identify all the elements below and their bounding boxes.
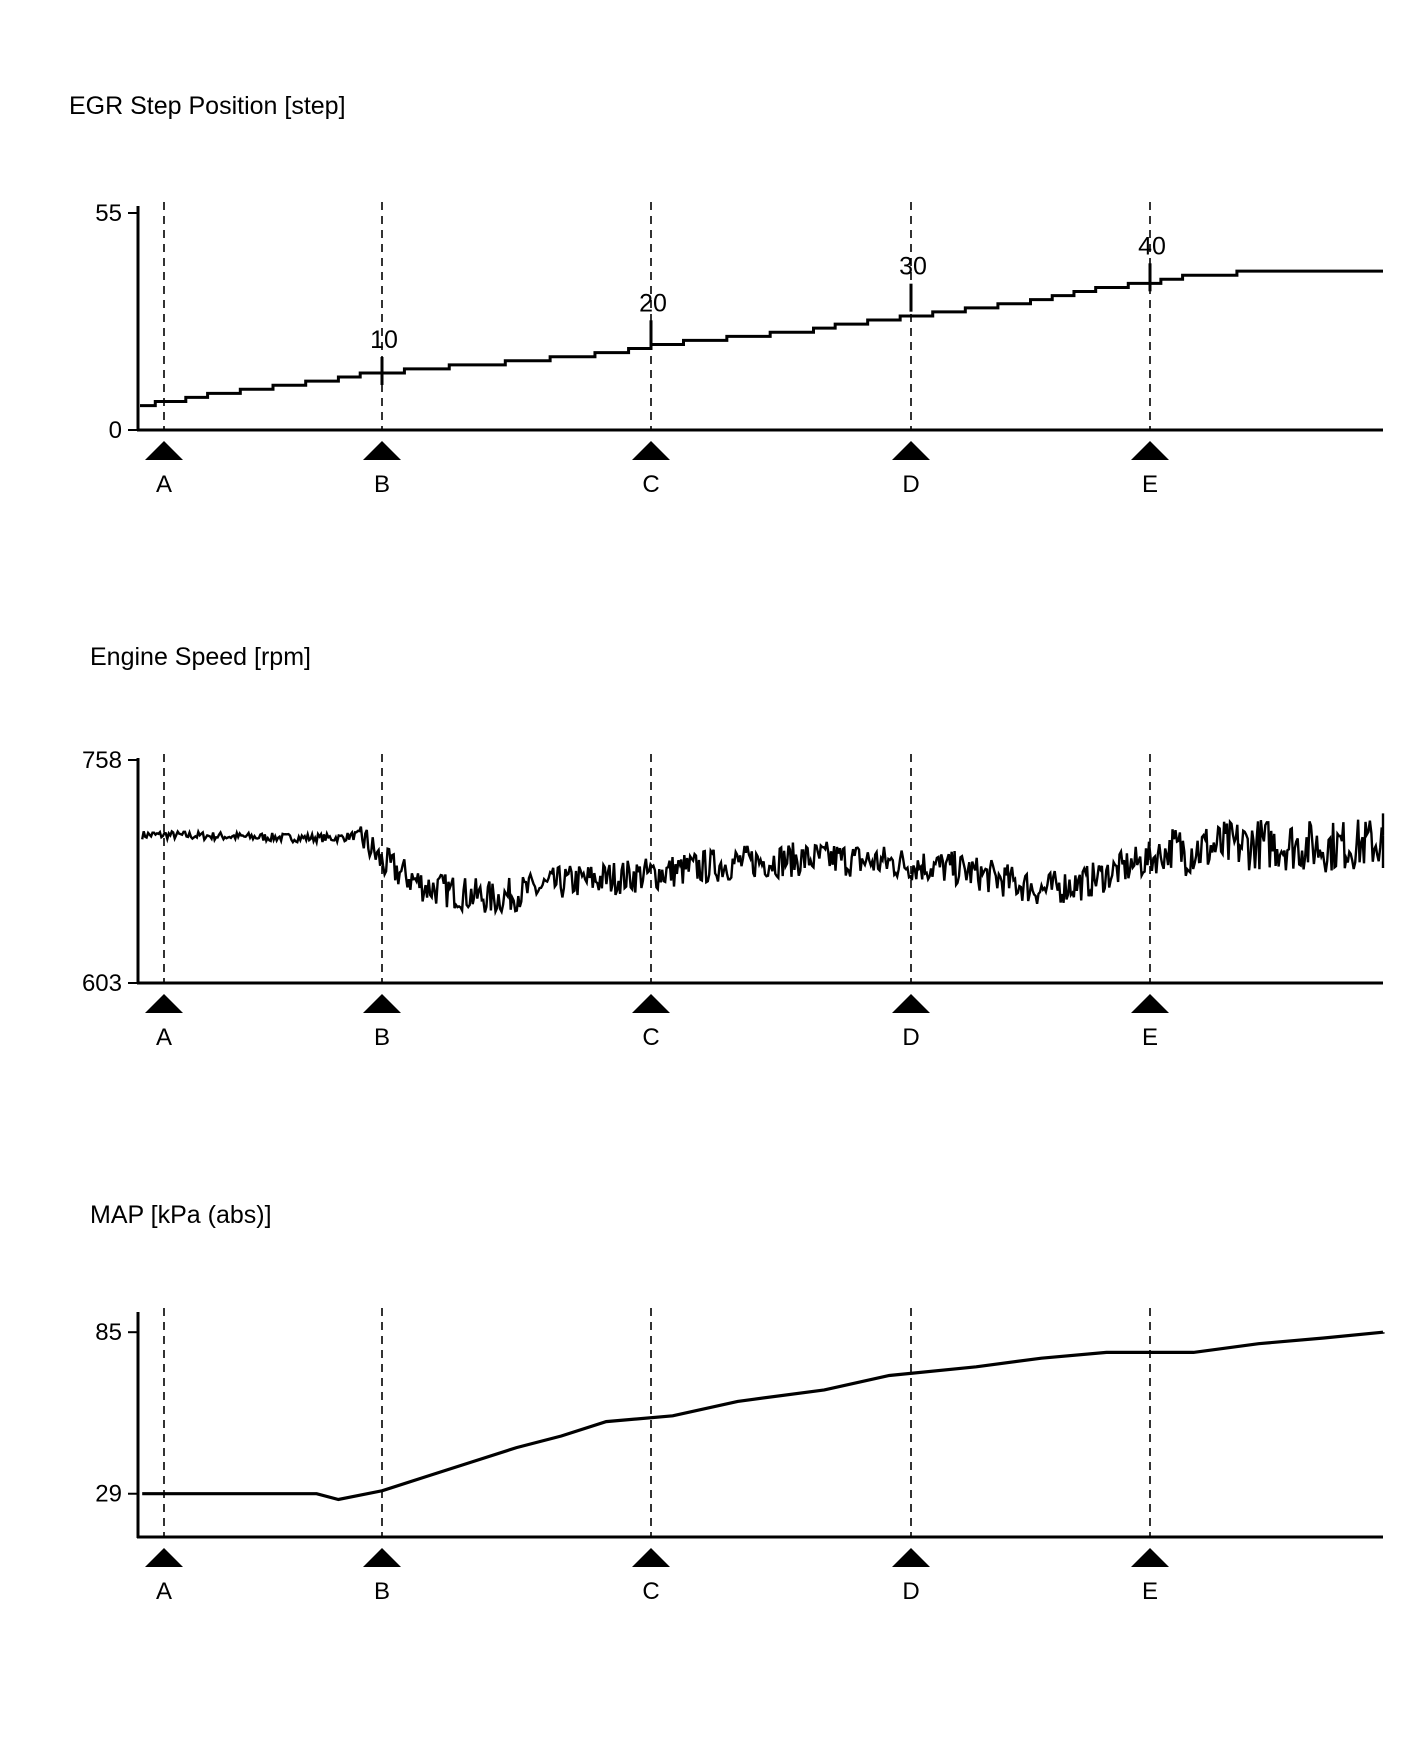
egr-step-line [140, 269, 1383, 408]
point-label-10: 10 [370, 326, 398, 354]
y-tick-label: 29 [95, 1481, 122, 1508]
marker-triangle-a [145, 441, 183, 460]
panel-title-map: MAP [kPa (abs)] [90, 1201, 272, 1229]
marker-triangle-d [892, 441, 930, 460]
marker-triangle-a [145, 1548, 183, 1567]
point-label-30: 30 [899, 253, 927, 281]
marker-triangle-c [632, 441, 670, 460]
marker-label-c: C [642, 1578, 659, 1605]
marker-triangle-a [145, 994, 183, 1013]
marker-triangle-e [1131, 1548, 1169, 1567]
marker-triangle-b [363, 441, 401, 460]
y-tick-label: 0 [109, 417, 122, 444]
marker-triangle-d [892, 994, 930, 1013]
y-tick-label: 55 [95, 200, 122, 227]
y-tick-label: 758 [82, 747, 122, 774]
marker-triangle-e [1131, 994, 1169, 1013]
marker-label-a: A [156, 1024, 172, 1051]
y-tick-label: 85 [95, 1319, 122, 1346]
marker-triangle-d [892, 1548, 930, 1567]
marker-triangle-c [632, 994, 670, 1013]
map-panel: MAP [kPa (abs)] 85 29 A B C D E [90, 1201, 1385, 1605]
point-label-40: 40 [1138, 232, 1166, 260]
marker-label-b: B [374, 1024, 390, 1051]
panel-title-egr: EGR Step Position [step] [69, 92, 346, 120]
point-label-20: 20 [639, 289, 667, 317]
marker-label-e: E [1142, 471, 1158, 498]
marker-label-a: A [156, 1578, 172, 1605]
marker-triangle-b [363, 1548, 401, 1567]
marker-triangle-b [363, 994, 401, 1013]
y-tick-label: 603 [82, 970, 122, 997]
marker-triangle-c [632, 1548, 670, 1567]
marker-label-b: B [374, 471, 390, 498]
marker-label-d: D [902, 1024, 919, 1051]
map-line [142, 1330, 1385, 1502]
egr-step-panel: EGR Step Position [step] 55 0 A B C D E 10 20 30 4… [69, 92, 1383, 498]
marker-label-c: C [642, 1024, 659, 1051]
marker-label-d: D [902, 1578, 919, 1605]
marker-triangle-e [1131, 441, 1169, 460]
marker-label-d: D [902, 471, 919, 498]
marker-label-c: C [642, 471, 659, 498]
marker-label-e: E [1142, 1578, 1158, 1605]
marker-label-e: E [1142, 1024, 1158, 1051]
marker-label-b: B [374, 1578, 390, 1605]
panel-title-engine-speed: Engine Speed [rpm] [90, 643, 311, 671]
marker-label-a: A [156, 471, 172, 498]
engine-speed-line [141, 813, 1385, 917]
engine-speed-panel: Engine Speed [rpm] 758 603 A B C D E [82, 643, 1385, 1051]
